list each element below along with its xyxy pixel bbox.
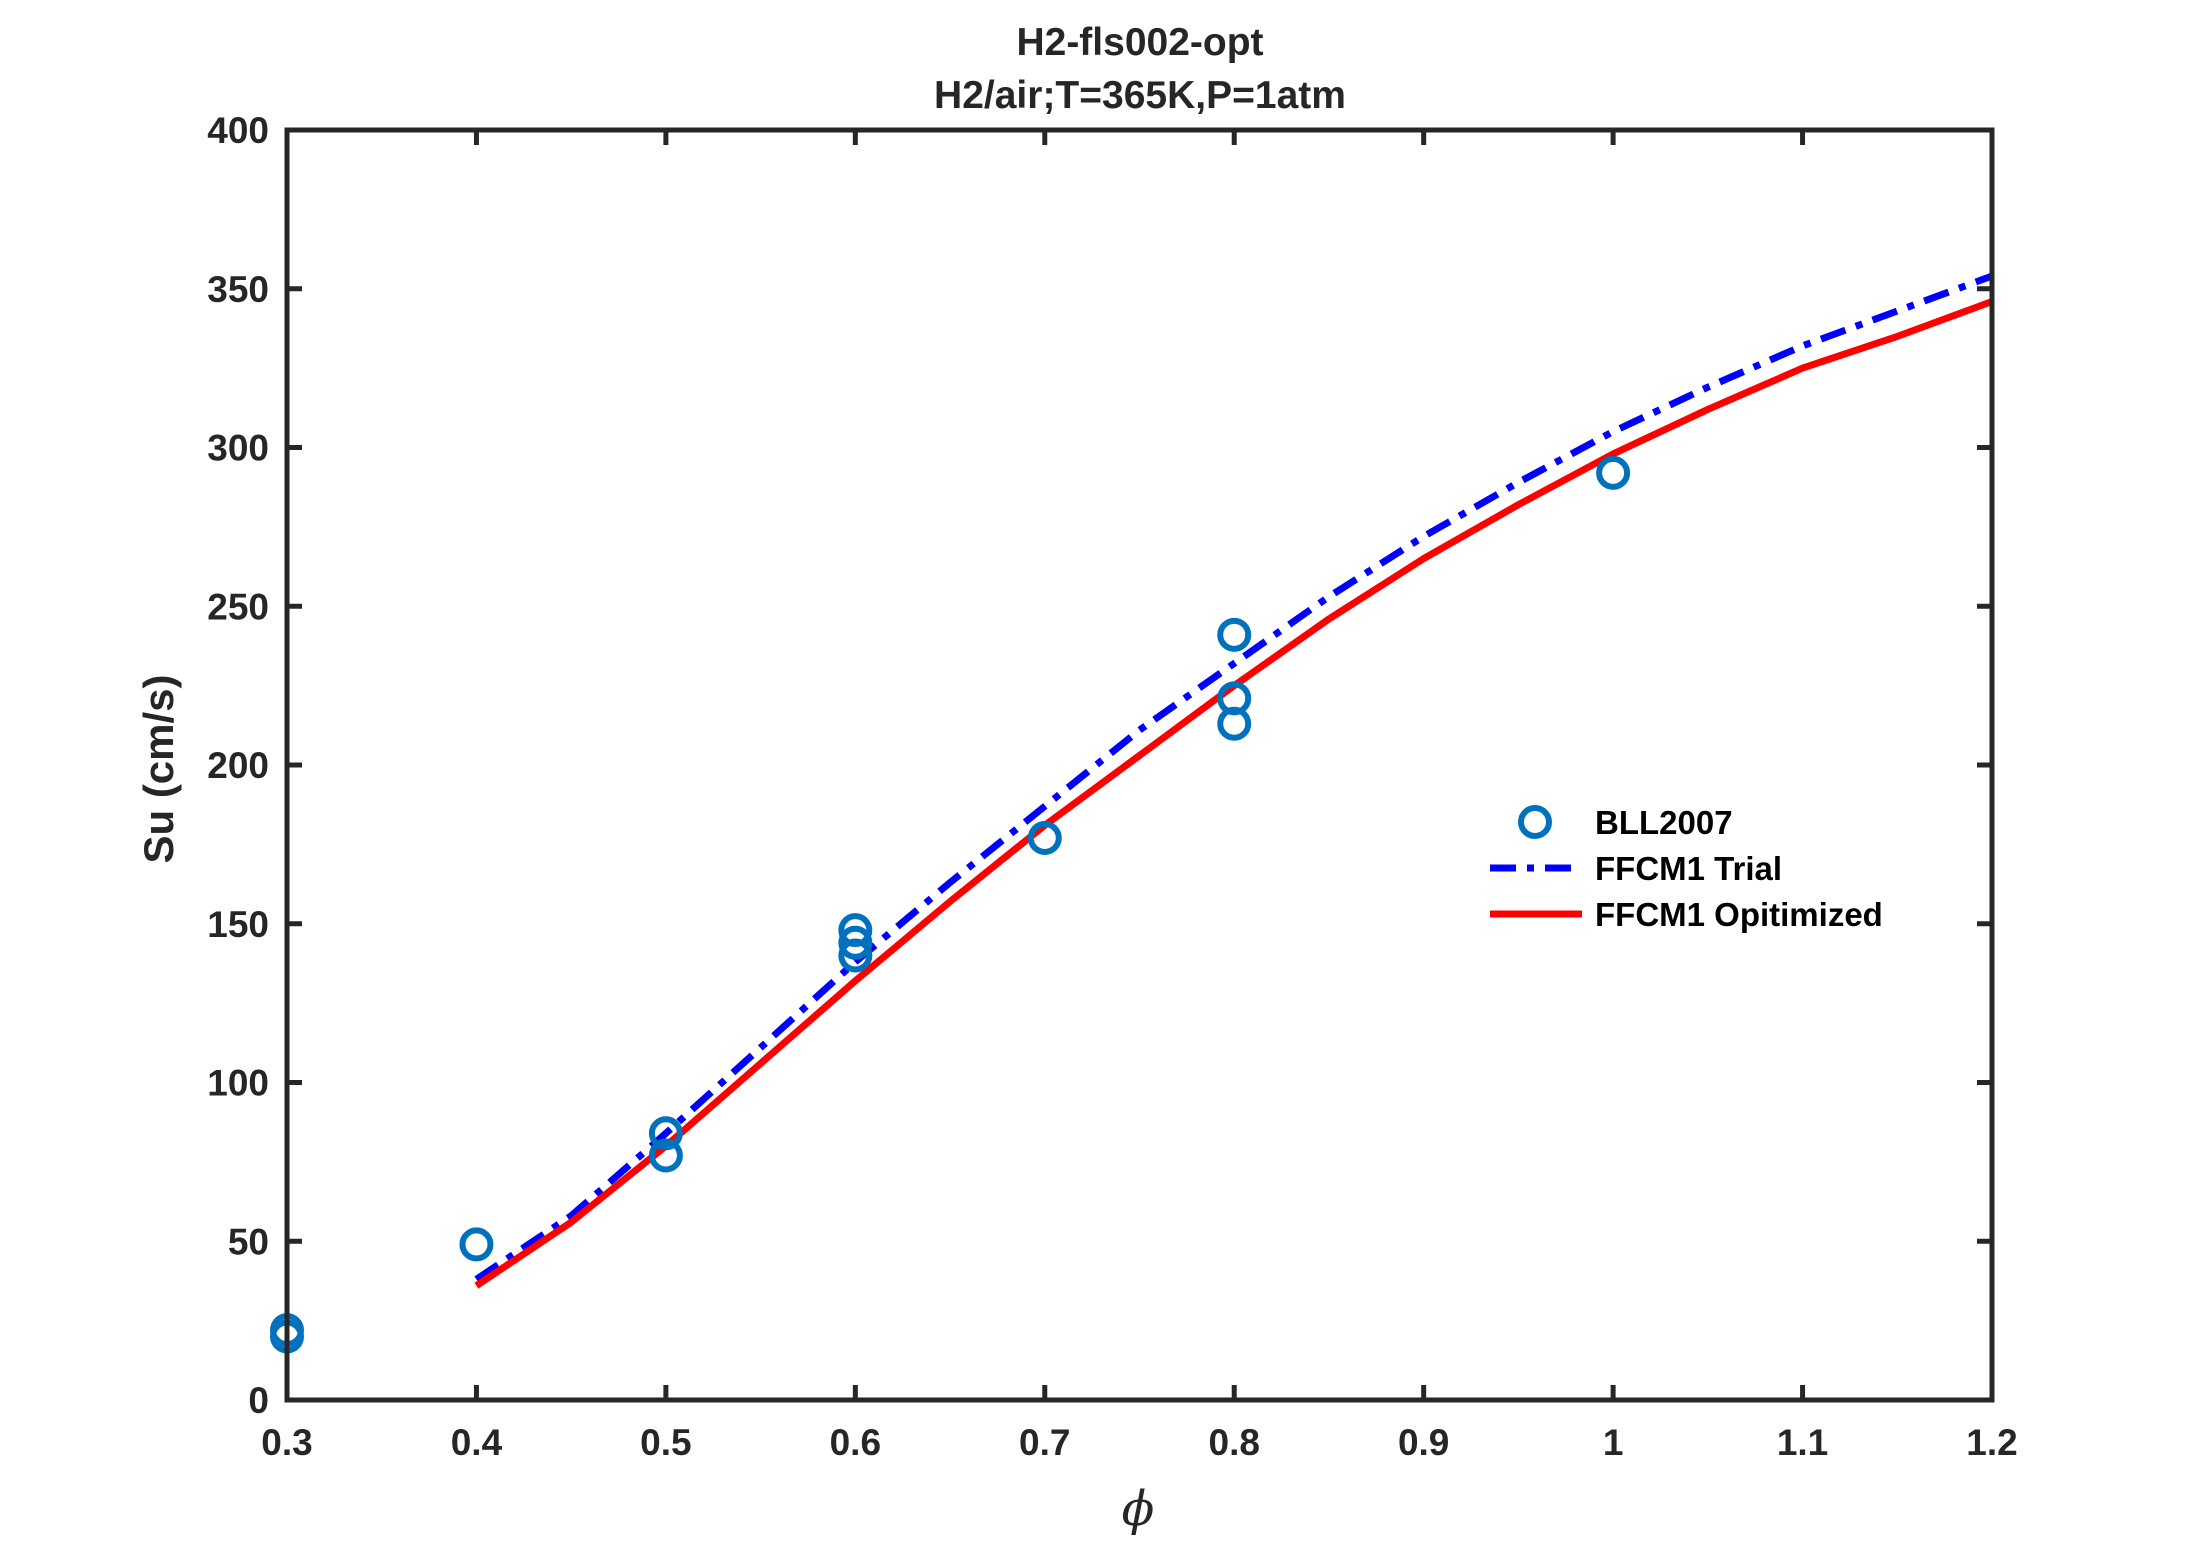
x-tick-label: 0.5 xyxy=(640,1422,691,1463)
series-line-ffcm1-trial xyxy=(474,272,1994,1283)
legend-entry: FFCM1 Trial xyxy=(1490,850,1782,887)
legend-entry: FFCM1 Opitimized xyxy=(1490,896,1883,933)
y-tick-label: 300 xyxy=(207,428,269,469)
legend-label: BLL2007 xyxy=(1595,804,1733,841)
data-point-bll2007 xyxy=(1217,617,1252,652)
legend-label: FFCM1 Opitimized xyxy=(1595,896,1883,933)
data-point-bll2007 xyxy=(648,1138,683,1173)
y-tick-label: 150 xyxy=(207,904,269,945)
x-tick-label: 0.8 xyxy=(1209,1422,1260,1463)
legend-label: FFCM1 Trial xyxy=(1595,850,1782,887)
y-tick-label: 200 xyxy=(207,745,269,786)
data-point-bll2007 xyxy=(1596,455,1631,490)
chart-title-line-1: H2-fls002-opt xyxy=(1016,21,1263,64)
data-point-bll2007 xyxy=(1217,681,1252,716)
plot-background xyxy=(287,130,1992,1400)
legend: BLL2007 FFCM1 Trial FFCM1 Opitimized xyxy=(1490,804,1883,933)
plot-area: 0.3 0.4 0.5 0.6 0.7 0.8 0.9 1 1.1 1.2 0 50 100 150 200… xyxy=(207,110,2017,1463)
x-tick-label: 0.6 xyxy=(830,1422,881,1463)
y-tick-label: 400 xyxy=(207,110,269,151)
x-tick-label: 1.2 xyxy=(1966,1422,2017,1463)
data-point-bll2007 xyxy=(459,1227,494,1262)
data-point-bll2007 xyxy=(1027,821,1062,856)
legend-marker-circle xyxy=(1518,805,1552,839)
y-tick-label: 250 xyxy=(207,586,269,627)
y-tick-label: 50 xyxy=(228,1221,269,1262)
y-tick-label: 350 xyxy=(207,269,269,310)
x-tick-label: 0.4 xyxy=(451,1422,503,1463)
axes-box xyxy=(284,127,1995,1403)
x-tick-label: 0.7 xyxy=(1019,1422,1070,1463)
x-tick-label: 1 xyxy=(1603,1422,1624,1463)
chart-title-line-2: H2/air;T=365K,P=1atm xyxy=(934,74,1346,117)
data-point-bll2007 xyxy=(838,913,873,948)
x-tick-label: 0.3 xyxy=(261,1422,312,1463)
y-tick-label: 0 xyxy=(248,1380,269,1421)
data-point-bll2007 xyxy=(648,1116,683,1151)
x-tick-label: 0.9 xyxy=(1398,1422,1449,1463)
y-axis-label: Su (cm/s) xyxy=(135,674,182,863)
x-axis-label: ϕ xyxy=(1122,1481,1155,1537)
y-tick-label: 100 xyxy=(207,1063,269,1104)
x-tick-label: 1.1 xyxy=(1777,1422,1828,1463)
legend-entry: BLL2007 xyxy=(1518,804,1733,841)
data-point-bll2007 xyxy=(838,925,873,960)
